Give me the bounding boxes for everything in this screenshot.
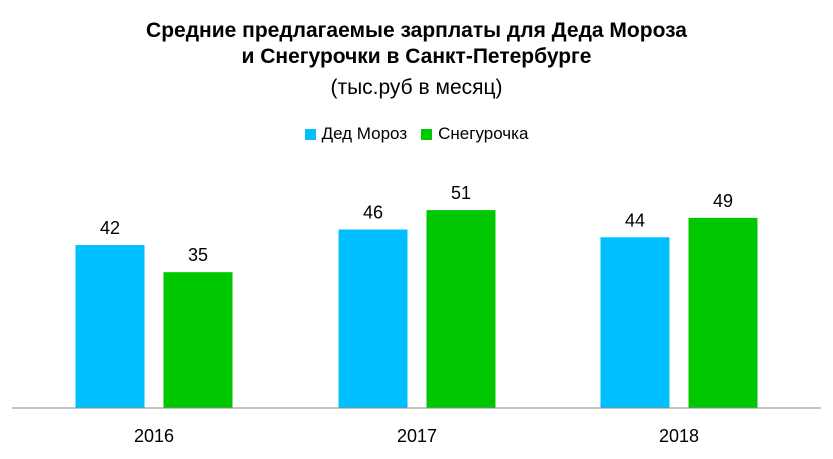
data-label-ded-moroz-2017: 46 xyxy=(363,203,383,223)
x-tick-label-2016: 2016 xyxy=(134,426,174,446)
bar-ded-moroz-2017 xyxy=(338,229,408,408)
bar-snegurochka-2017 xyxy=(426,210,496,408)
legend-item-ded-moroz: Дед Мороз xyxy=(304,124,408,144)
chart-title-line-2: и Снегурочки в Санкт-Петербурге xyxy=(241,45,592,68)
x-tick-label-2017: 2017 xyxy=(397,426,437,446)
data-label-snegurochka-2017: 51 xyxy=(451,183,471,203)
legend-label-ded-moroz: Дед Мороз xyxy=(321,124,408,143)
legend-swatch-snegurochka xyxy=(421,128,433,140)
chart-title-line-1: Средние предлагаемые зарплаты для Деда М… xyxy=(146,19,687,42)
bar-snegurochka-2016 xyxy=(163,272,233,408)
data-label-snegurochka-2016: 35 xyxy=(188,245,208,265)
data-label-snegurochka-2018: 49 xyxy=(713,191,733,211)
legend-label-snegurochka: Снегурочка xyxy=(438,124,529,143)
legend-swatch-ded-moroz xyxy=(304,128,316,140)
chart-legend: Дед Мороз Снегурочка xyxy=(0,124,833,144)
legend-item-snegurochka: Снегурочка xyxy=(421,124,528,144)
bars-group xyxy=(75,210,758,408)
bar-ded-moroz-2016 xyxy=(75,245,145,408)
data-label-ded-moroz-2018: 44 xyxy=(625,210,645,230)
data-label-ded-moroz-2016: 42 xyxy=(100,218,120,238)
bar-ded-moroz-2018 xyxy=(600,237,670,408)
labels-group: 42 35 2016 46 51 2017 44 49 2018 xyxy=(100,183,733,446)
bar-snegurochka-2018 xyxy=(688,217,758,408)
x-tick-label-2018: 2018 xyxy=(659,426,699,446)
chart-subtitle: (тыс.руб в месяц) xyxy=(330,76,503,99)
